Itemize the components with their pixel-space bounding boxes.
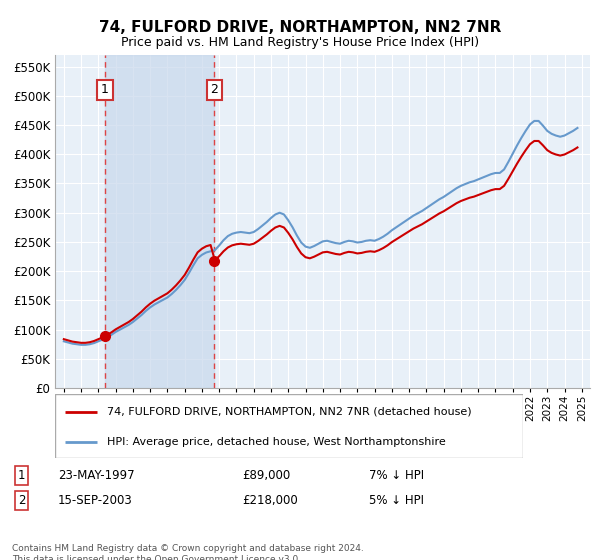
Text: 1: 1 <box>18 469 25 482</box>
Text: 5% ↓ HPI: 5% ↓ HPI <box>369 494 424 507</box>
Text: 2: 2 <box>210 83 218 96</box>
Text: Contains HM Land Registry data © Crown copyright and database right 2024.
This d: Contains HM Land Registry data © Crown c… <box>12 544 364 560</box>
Text: 1: 1 <box>101 83 109 96</box>
Text: 74, FULFORD DRIVE, NORTHAMPTON, NN2 7NR (detached house): 74, FULFORD DRIVE, NORTHAMPTON, NN2 7NR … <box>107 407 472 417</box>
Text: 74, FULFORD DRIVE, NORTHAMPTON, NN2 7NR: 74, FULFORD DRIVE, NORTHAMPTON, NN2 7NR <box>99 20 501 35</box>
Text: 23-MAY-1997: 23-MAY-1997 <box>58 469 135 482</box>
Text: 2: 2 <box>18 494 25 507</box>
Bar <box>105 55 214 388</box>
FancyBboxPatch shape <box>55 394 523 458</box>
Text: 7% ↓ HPI: 7% ↓ HPI <box>369 469 424 482</box>
Text: 15-SEP-2003: 15-SEP-2003 <box>58 494 133 507</box>
Text: Price paid vs. HM Land Registry's House Price Index (HPI): Price paid vs. HM Land Registry's House … <box>121 36 479 49</box>
Text: £218,000: £218,000 <box>242 494 298 507</box>
Text: HPI: Average price, detached house, West Northamptonshire: HPI: Average price, detached house, West… <box>107 437 445 447</box>
Text: £89,000: £89,000 <box>242 469 290 482</box>
